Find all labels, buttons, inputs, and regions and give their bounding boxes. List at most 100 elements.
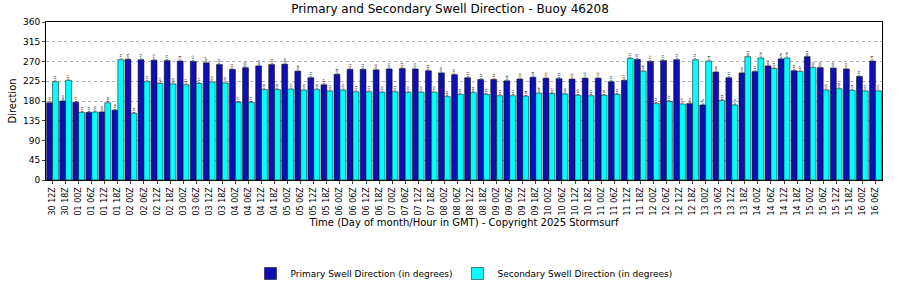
svg-text:195: 195 (484, 89, 488, 95)
svg-text:12 18Z: 12 18Z (688, 187, 697, 216)
svg-text:196: 196 (563, 88, 567, 94)
svg-text:10 12Z: 10 12Z (571, 187, 580, 216)
svg-text:248: 248 (296, 65, 300, 71)
svg-text:234: 234 (531, 71, 535, 77)
svg-text:195: 195 (615, 89, 619, 95)
svg-text:01 06Z: 01 06Z (87, 187, 96, 216)
svg-text:253: 253 (387, 63, 391, 69)
svg-text:224: 224 (53, 76, 57, 82)
svg-text:174: 174 (688, 98, 692, 104)
svg-text:277: 277 (628, 53, 632, 59)
svg-text:233: 233 (309, 72, 313, 78)
svg-text:206: 206 (275, 84, 279, 90)
svg-text:247: 247 (753, 66, 757, 72)
svg-text:15 00Z: 15 00Z (806, 187, 815, 216)
svg-text:03 00Z: 03 00Z (179, 187, 188, 216)
svg-text:179: 179 (667, 96, 671, 102)
svg-text:275: 275 (126, 53, 130, 59)
svg-text:273: 273 (152, 54, 156, 60)
svg-text:200: 200 (419, 86, 423, 92)
svg-text:08 00Z: 08 00Z (440, 187, 449, 216)
svg-text:198: 198 (537, 87, 541, 93)
svg-text:274: 274 (119, 54, 123, 60)
svg-text:08 06Z: 08 06Z (453, 187, 462, 216)
svg-text:256: 256 (818, 62, 822, 68)
svg-text:272: 272 (661, 55, 665, 61)
svg-text:199: 199 (471, 87, 475, 93)
svg-text:206: 206 (315, 84, 319, 90)
svg-text:02 12Z: 02 12Z (153, 187, 162, 216)
svg-text:272: 272 (165, 55, 169, 61)
svg-text:217: 217 (322, 79, 326, 85)
svg-text:173: 173 (680, 98, 684, 104)
svg-text:14 06Z: 14 06Z (767, 187, 776, 216)
svg-text:267: 267 (204, 57, 208, 63)
svg-text:13 06Z: 13 06Z (714, 187, 723, 216)
svg-text:13 18Z: 13 18Z (740, 187, 749, 216)
svg-text:171: 171 (701, 99, 705, 105)
svg-text:253: 253 (413, 63, 417, 69)
svg-text:260: 260 (257, 60, 261, 66)
svg-text:247: 247 (798, 66, 802, 72)
svg-text:256: 256 (811, 62, 815, 68)
svg-text:05 12Z: 05 12Z (309, 187, 318, 216)
svg-text:14 18Z: 14 18Z (793, 187, 802, 216)
svg-text:315: 315 (23, 37, 40, 47)
svg-text:274: 274 (675, 54, 679, 60)
svg-text:02 00Z: 02 00Z (127, 187, 136, 216)
svg-text:263: 263 (270, 59, 274, 65)
svg-text:09 00Z: 09 00Z (492, 187, 501, 216)
svg-text:360: 360 (23, 17, 40, 27)
svg-text:200: 200 (432, 86, 436, 92)
svg-text:229: 229 (479, 74, 483, 80)
svg-text:253: 253 (844, 63, 848, 69)
svg-text:224: 224 (609, 76, 613, 82)
svg-text:Primary Swell Direction (in de: Primary Swell Direction (in degrees) (291, 269, 453, 279)
svg-text:233: 233 (466, 72, 470, 78)
svg-text:90: 90 (29, 136, 41, 146)
svg-text:232: 232 (583, 72, 587, 78)
svg-text:06 18Z: 06 18Z (375, 187, 384, 216)
svg-text:230: 230 (570, 73, 574, 79)
svg-text:241: 241 (335, 68, 339, 74)
svg-text:05 18Z: 05 18Z (322, 187, 331, 216)
svg-text:08 18Z: 08 18Z (479, 187, 488, 216)
svg-text:195: 195 (458, 89, 462, 95)
svg-text:01 18Z: 01 18Z (113, 187, 122, 216)
svg-text:240: 240 (452, 69, 456, 75)
svg-text:09 18Z: 09 18Z (531, 187, 540, 216)
svg-text:236: 236 (857, 71, 861, 77)
svg-text:271: 271 (178, 55, 182, 61)
svg-text:220: 220 (197, 78, 201, 84)
svg-text:201: 201 (354, 86, 358, 92)
svg-text:270: 270 (648, 56, 652, 62)
svg-text:15 12Z: 15 12Z (832, 187, 841, 216)
svg-text:06 12Z: 06 12Z (362, 187, 371, 216)
svg-text:Direction: Direction (7, 78, 18, 123)
svg-text:248: 248 (641, 65, 645, 71)
svg-text:180: 180 (23, 96, 40, 106)
svg-text:0: 0 (34, 175, 40, 185)
svg-text:205: 205 (302, 84, 306, 90)
svg-text:04 18Z: 04 18Z (270, 187, 279, 216)
svg-text:14 00Z: 14 00Z (754, 187, 763, 216)
svg-text:02 06Z: 02 06Z (140, 187, 149, 216)
svg-text:181: 181 (720, 95, 724, 101)
svg-text:249: 249 (426, 65, 430, 71)
svg-text:207: 207 (289, 83, 293, 89)
svg-text:08 12Z: 08 12Z (466, 187, 475, 216)
svg-text:232: 232 (596, 72, 600, 78)
svg-text:231: 231 (557, 73, 561, 79)
svg-text:232: 232 (544, 72, 548, 78)
svg-text:01 12Z: 01 12Z (100, 187, 109, 216)
svg-text:05 06Z: 05 06Z (296, 187, 305, 216)
svg-text:221: 221 (223, 77, 227, 83)
svg-text:02 18Z: 02 18Z (166, 187, 175, 216)
svg-text:220: 220 (158, 78, 162, 84)
svg-text:04 00Z: 04 00Z (231, 187, 240, 216)
svg-text:271: 271 (707, 55, 711, 61)
svg-text:16 06Z: 16 06Z (871, 187, 880, 216)
svg-text:233: 233 (727, 72, 731, 78)
svg-text:227: 227 (622, 74, 626, 80)
svg-text:154: 154 (80, 107, 84, 113)
